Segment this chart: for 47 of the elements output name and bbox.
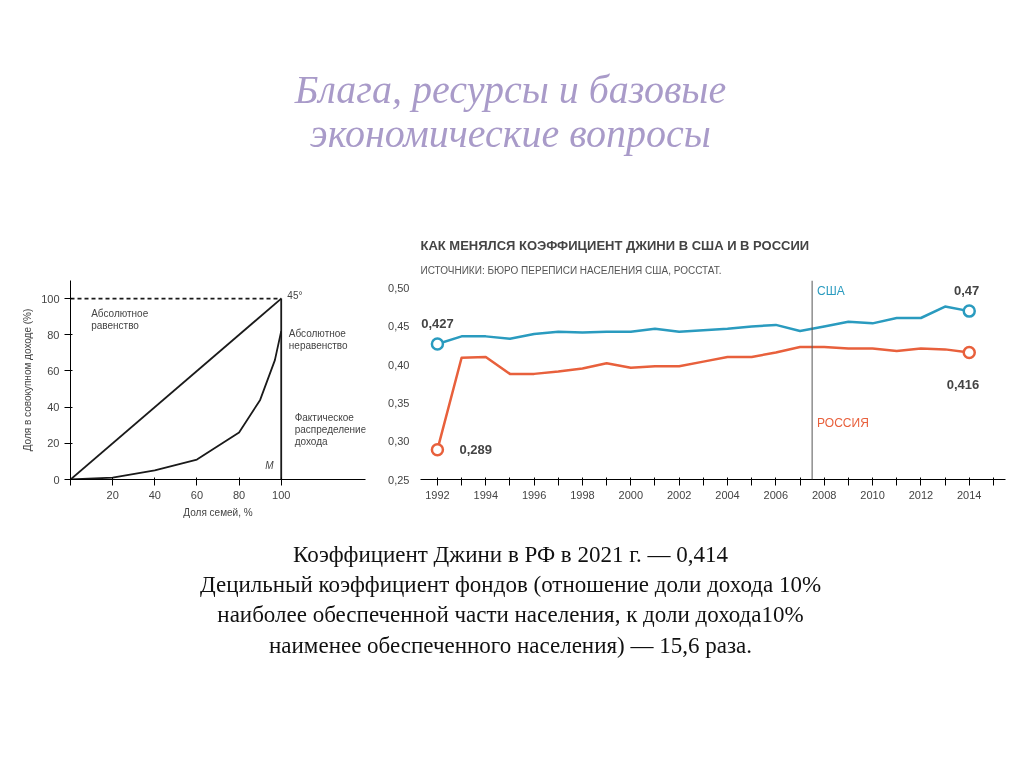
annotation: Фактическое распределение дохода xyxy=(294,411,367,447)
y-tick-label: 0,25 xyxy=(388,473,410,486)
data-label: 0,427 xyxy=(421,316,454,332)
data-label: 0,47 xyxy=(953,283,980,299)
x-tick-label: 2006 xyxy=(763,488,789,501)
y-tick-label: 0,50 xyxy=(388,282,410,295)
x-tick-label: 60 xyxy=(190,488,204,501)
x-tick-label: 100 xyxy=(272,488,291,501)
series-label: США xyxy=(817,284,845,299)
annotation: M xyxy=(265,459,275,471)
x-tick-label: 20 xyxy=(106,488,119,501)
annotation: 45° xyxy=(287,290,303,302)
x-axis-title: Доля семей, % xyxy=(183,506,253,518)
y-tick-label: 60 xyxy=(47,364,60,377)
x-tick-label: 2000 xyxy=(618,488,644,501)
chart-subtitle: ИСТОЧНИКИ: БЮРО ПЕРЕПИСИ НАСЕЛЕНИЯ США, РОССТАТ. xyxy=(420,264,722,276)
y-tick-label: 20 xyxy=(47,437,60,450)
y-tick-label: 40 xyxy=(47,401,60,414)
x-tick-label: 2010 xyxy=(860,488,885,501)
y-axis-title: Доля в совокупном доходе (%) xyxy=(22,308,34,452)
x-tick-label: 1994 xyxy=(473,488,499,501)
x-tick-label: 2014 xyxy=(957,488,982,501)
y-tick-label: 0,35 xyxy=(388,396,410,409)
x-tick-label: 2012 xyxy=(908,488,934,501)
y-tick-label: 0,40 xyxy=(388,358,410,371)
data-label: 0,289 xyxy=(459,442,492,458)
chart-title: КАК МЕНЯЛСЯ КОЭФФИЦИЕНТ ДЖИНИ В США И В РОССИИ xyxy=(420,237,810,253)
data-label: 0,416 xyxy=(946,377,980,393)
y-tick-label: 100 xyxy=(41,292,60,305)
y-tick-label: 80 xyxy=(47,328,60,341)
x-tick-label: 40 xyxy=(148,488,161,501)
x-tick-label: 1996 xyxy=(521,488,547,501)
y-tick-label: 0,30 xyxy=(388,435,410,448)
x-tick-label: 80 xyxy=(232,488,246,501)
text: Блага, ресурсы и базовые экономические вопросы xyxy=(293,66,727,156)
annotation: Абсолютное неравенство xyxy=(288,328,349,352)
text: РОССИЯ xyxy=(817,415,869,430)
text: Децильный коэффициент фондов (отношение доли дохода 10% наиболее обеспеченной части населения, к доли дохода10% наименее обеспеченного населения) — 15,6 раза. xyxy=(199,571,822,658)
x-tick-label: 2004 xyxy=(715,488,740,501)
x-tick-label: 2008 xyxy=(811,488,837,501)
annotation: Абсолютное равенство xyxy=(91,308,149,332)
x-tick-label: 1998 xyxy=(570,488,595,501)
text: Коэффициент Джини в РФ в 2021 г. — 0,414 xyxy=(292,541,729,567)
y-tick-label: 0,45 xyxy=(388,320,410,333)
x-tick-label: 1992 xyxy=(425,488,450,501)
y-tick-label: 0 xyxy=(53,473,60,486)
x-tick-label: 2002 xyxy=(666,488,692,501)
